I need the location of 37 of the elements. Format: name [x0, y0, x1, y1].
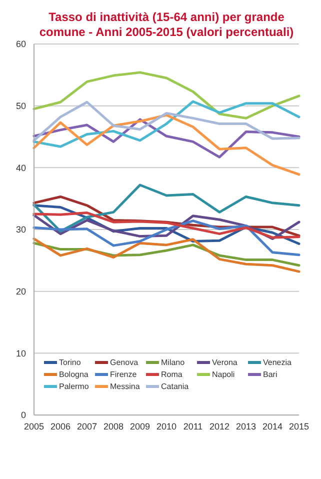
- legend-label: Roma: [161, 370, 182, 379]
- y-tick-label: 10: [16, 348, 26, 358]
- y-tick-label: 40: [16, 162, 26, 173]
- y-tick-label: 50: [16, 101, 26, 112]
- legend-label: Verona: [212, 358, 238, 367]
- legend-label: Milano: [161, 358, 185, 367]
- x-tick-label: 2010: [156, 421, 177, 432]
- legend-label: Bologna: [59, 370, 88, 379]
- x-tick-label: 2005: [24, 421, 44, 432]
- line-series: [32, 71, 300, 120]
- y-tick-label: 30: [16, 224, 26, 235]
- x-tick-label: 2006: [50, 421, 71, 432]
- x-tick-label: 2014: [262, 421, 283, 432]
- line-series: [32, 114, 300, 176]
- line-series: [32, 220, 300, 256]
- legend-label: Catania: [161, 382, 189, 391]
- line-series: [32, 184, 300, 233]
- x-tick-label: 2012: [209, 421, 230, 432]
- legend-label: Firenze: [110, 370, 137, 379]
- legend-label: Torino: [59, 358, 81, 367]
- legend-label: Napoli: [212, 370, 235, 379]
- y-tick-label: 0: [20, 410, 26, 420]
- x-tick-label: 2009: [130, 421, 150, 432]
- x-tick-label: 2008: [103, 421, 124, 432]
- y-tick-label: 60: [16, 39, 26, 50]
- y-tick-label: 20: [16, 286, 26, 297]
- x-tick-label: 2007: [76, 421, 98, 432]
- legend-label: Messina: [110, 382, 140, 391]
- legend-label: Bari: [263, 370, 278, 379]
- line-series: [32, 238, 300, 273]
- legend-label: Palermo: [59, 382, 89, 391]
- x-tick-label: 2013: [236, 421, 256, 432]
- x-tick-label: 2011: [183, 421, 203, 432]
- legend-label: Venezia: [263, 358, 292, 367]
- chart-title: Tasso di inattività (15-64 anni) per grande comune - Anni 2005-2015 (valori percentuali): [38, 9, 295, 40]
- legend-label: Genova: [110, 358, 138, 367]
- x-tick-label: 2015: [288, 421, 310, 432]
